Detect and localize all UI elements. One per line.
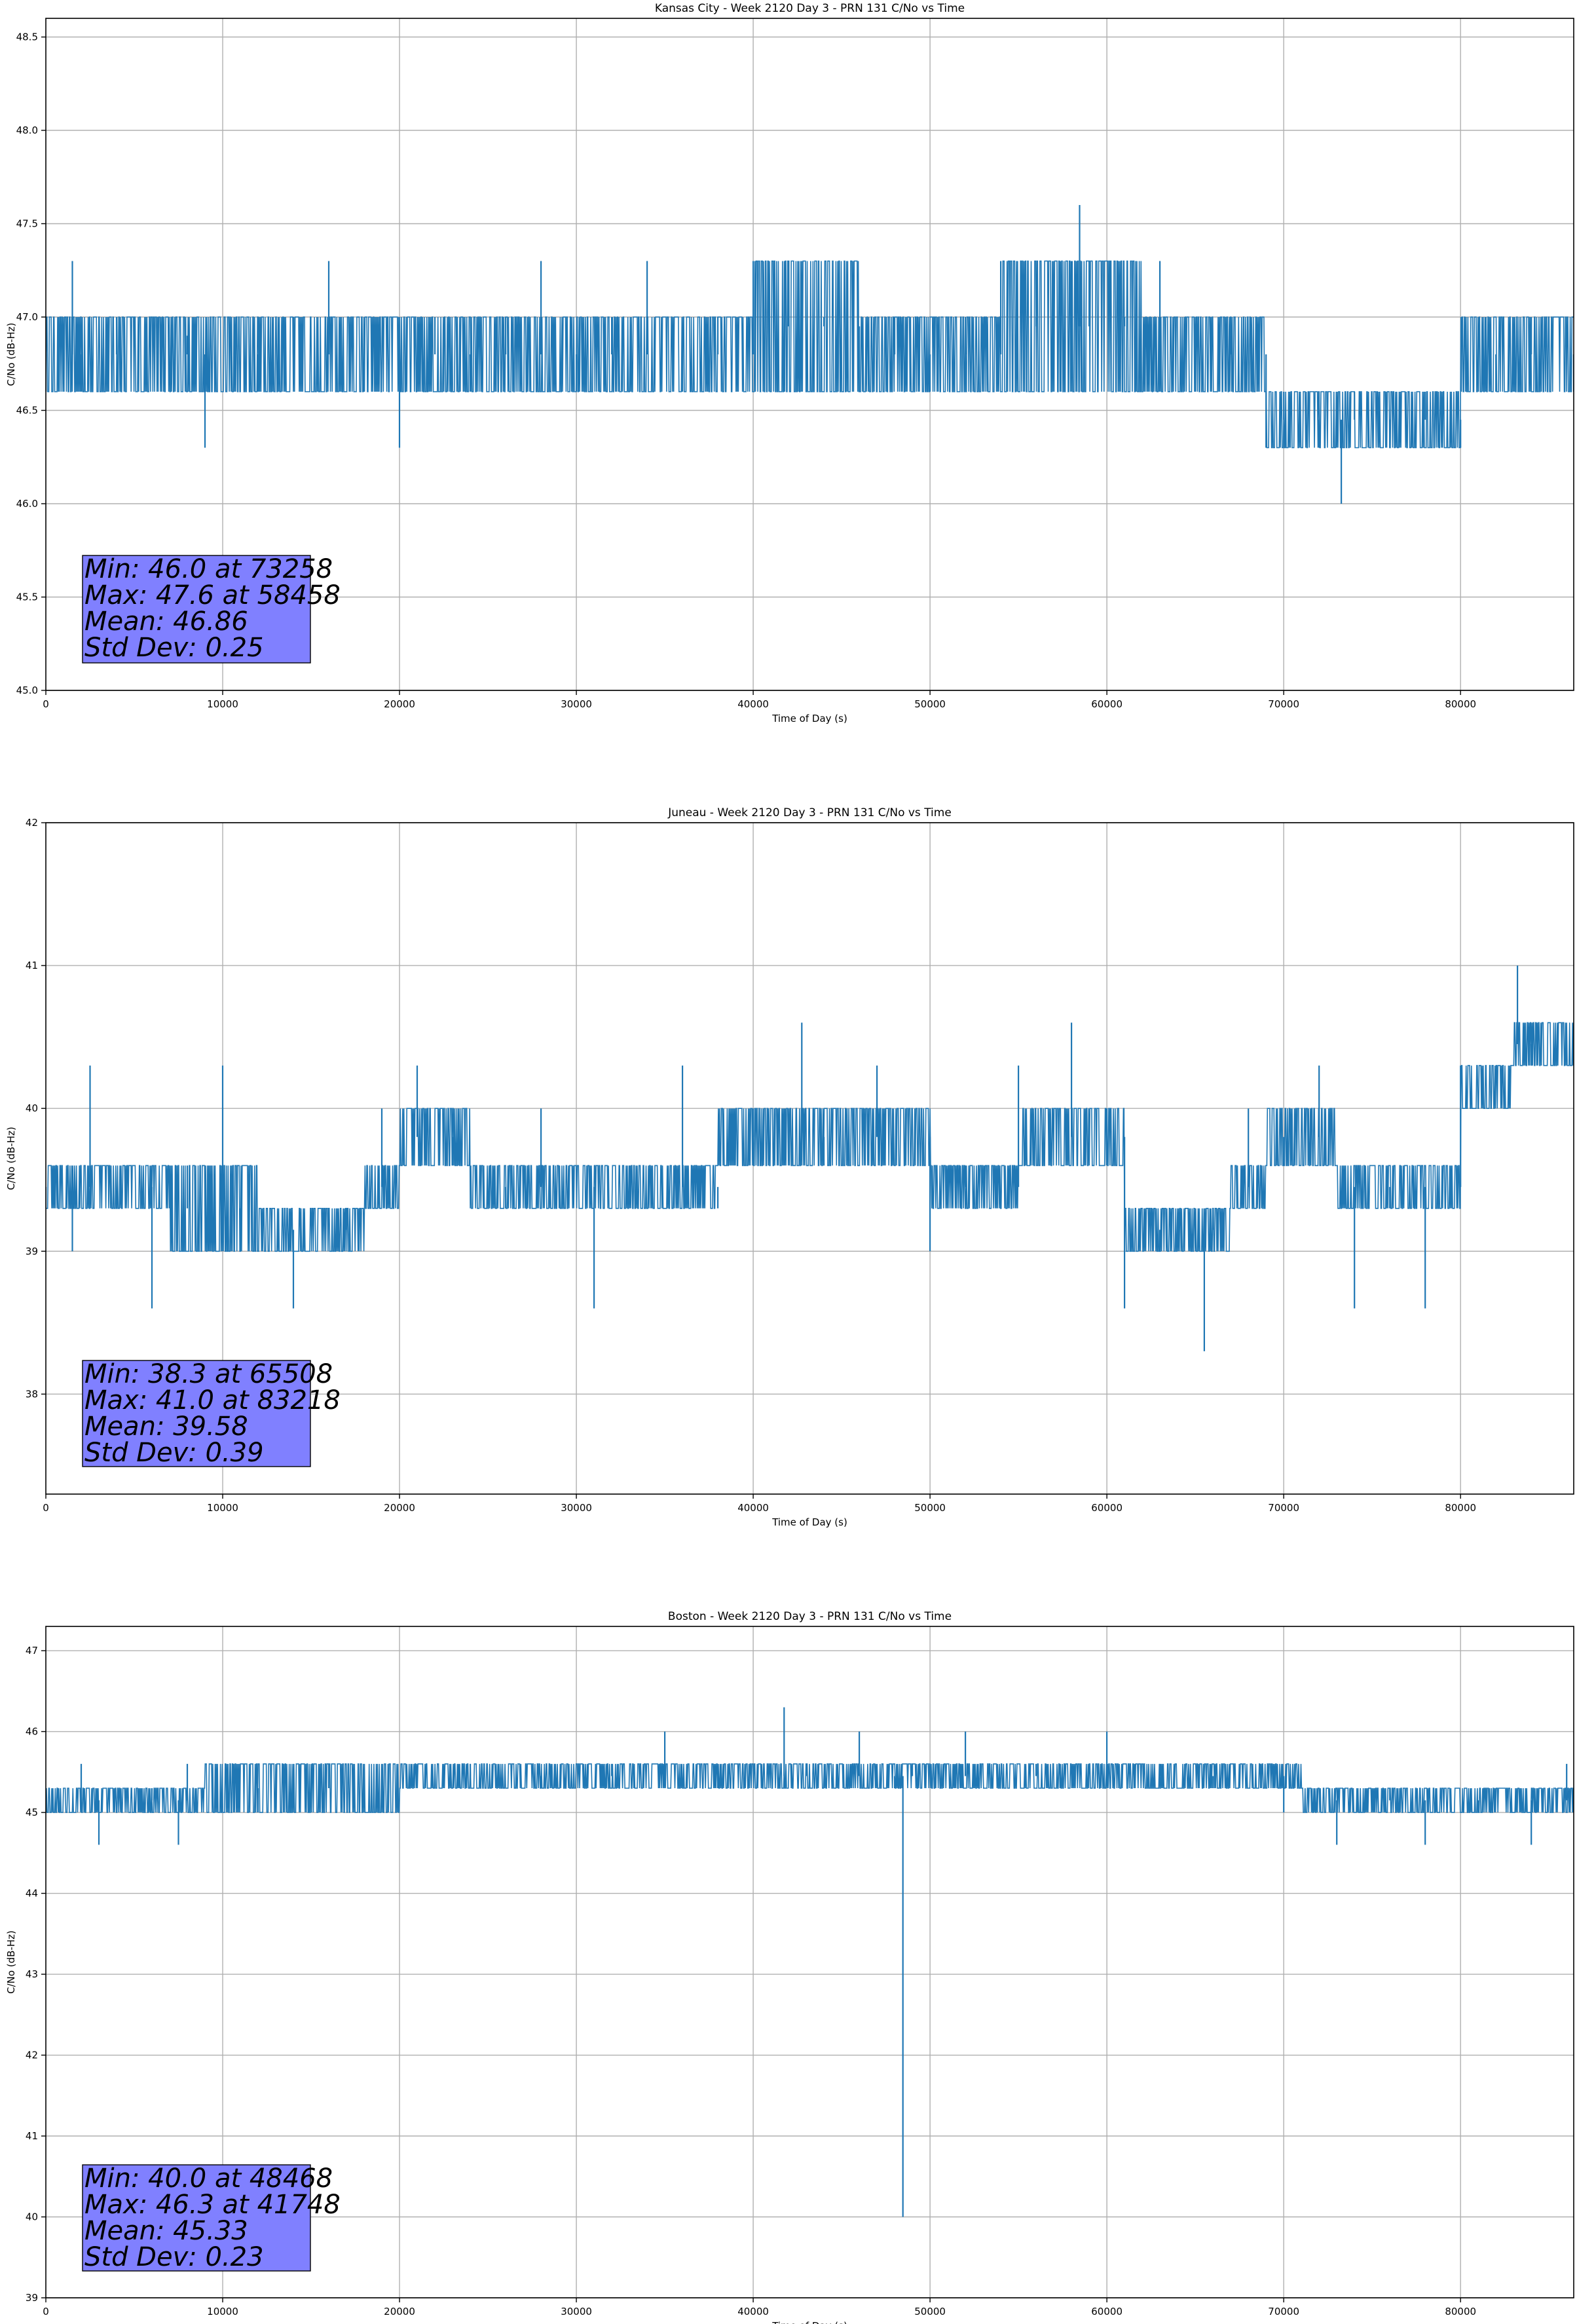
y-tick-label: 43 (26, 1968, 38, 1980)
x-tick-label: 60000 (1091, 2306, 1122, 2317)
y-axis-label: C/No (dB-Hz) (5, 1930, 17, 1994)
y-tick-label: 40 (26, 2211, 38, 2223)
y-tick-label: 44 (26, 1888, 38, 1900)
x-tick-label: 50000 (914, 1502, 946, 1514)
x-axis-label: Time of Day (s) (771, 2320, 847, 2324)
y-tick-label: 38 (26, 1388, 38, 1400)
chart-panel-2: 0 10000 20000 30000 40000 50000 60000 70000 8000… (5, 806, 1574, 1528)
x-tick-label: 40000 (737, 2306, 769, 2317)
x-tick-label: 20000 (384, 1502, 415, 1514)
y-tick-label: 42 (26, 2050, 38, 2061)
stats-line: Std Dev: 0.39 (84, 1438, 264, 1468)
x-tick-label: 70000 (1268, 1502, 1299, 1514)
x-tick-label: 40000 (737, 1502, 769, 1514)
y-tick-label: 46.0 (16, 498, 38, 510)
chart-title: Juneau - Week 2120 Day 3 - PRN 131 C/No … (667, 806, 952, 819)
chart-panel-1: 0 10000 20000 30000 40000 50000 60000 70000 8000… (5, 2, 1574, 724)
x-tick-label: 0 (43, 2306, 49, 2317)
x-tick-label: 10000 (207, 1502, 238, 1514)
series-noise-line (46, 1763, 1574, 1813)
x-tick-label: 50000 (914, 2306, 946, 2317)
y-tick-label: 46.5 (16, 405, 38, 417)
x-tick-label: 60000 (1091, 1502, 1122, 1514)
chart-title: Boston - Week 2120 Day 3 - PRN 131 C/No … (668, 1610, 952, 1623)
stats-box-background (82, 1360, 311, 1467)
stats-line: Std Dev: 0.25 (84, 633, 264, 663)
stats-line: Mean: 45.33 (84, 2216, 248, 2246)
series-noise-band (46, 965, 1574, 1352)
y-tick-label: 42 (26, 817, 38, 829)
y-tick-label: 45 (26, 1807, 38, 1818)
y-tick-label: 48.0 (16, 124, 38, 136)
stats-line: Max: 47.6 at 58458 (84, 580, 341, 610)
x-tick-label: 10000 (207, 2306, 238, 2317)
stats-line: Mean: 46.86 (84, 607, 248, 637)
x-tick-label: 60000 (1091, 698, 1122, 710)
series-line (46, 965, 1574, 1351)
stats-line: Std Dev: 0.23 (84, 2242, 264, 2272)
chart-panel-3: 0 10000 20000 30000 40000 50000 60000 70000 8000… (5, 1610, 1574, 2324)
x-tick-label: 0 (43, 1502, 49, 1514)
x-tick-label: 20000 (384, 2306, 415, 2317)
chart-title: Kansas City - Week 2120 Day 3 - PRN 131 … (655, 2, 965, 15)
stats-line: Min: 38.3 at 65508 (84, 1359, 333, 1389)
x-tick-label: 30000 (561, 1502, 592, 1514)
series-line (46, 205, 1574, 504)
series-line (46, 1707, 1574, 2217)
stats-line: Min: 40.0 at 48468 (84, 2164, 333, 2194)
x-tick-label: 30000 (561, 698, 592, 710)
y-tick-label: 40 (26, 1102, 38, 1114)
stats-box-background (82, 555, 311, 664)
stats-box-background (82, 2164, 311, 2272)
stats-line: Min: 46.0 at 73258 (84, 554, 333, 584)
series-noise-band (46, 1707, 1574, 2217)
plot-frame (45, 18, 1574, 691)
x-tick-label: 20000 (384, 698, 415, 710)
x-tick-label: 70000 (1268, 698, 1299, 710)
x-tick-label: 50000 (914, 698, 946, 710)
y-tick-label: 47.5 (16, 218, 38, 230)
y-tick-label: 47 (26, 1645, 38, 1657)
x-tick-label: 80000 (1445, 698, 1476, 710)
series-noise-line (46, 1022, 1574, 1252)
y-tick-label: 47.0 (16, 311, 38, 323)
x-tick-label: 40000 (737, 698, 769, 710)
x-tick-label: 80000 (1445, 1502, 1476, 1514)
stats-line: Mean: 39.58 (84, 1412, 248, 1442)
stats-line: Max: 41.0 at 83218 (84, 1385, 341, 1415)
y-tick-label: 39 (26, 2292, 38, 2304)
y-tick-label: 46 (26, 1726, 38, 1738)
x-axis-label: Time of Day (s) (771, 1516, 847, 1528)
x-tick-label: 0 (43, 698, 49, 710)
y-tick-label: 41 (26, 960, 38, 971)
x-tick-label: 80000 (1445, 2306, 1476, 2317)
series-noise-line (46, 260, 1574, 449)
y-axis-label: C/No (dB-Hz) (5, 1127, 17, 1190)
x-tick-label: 30000 (561, 2306, 592, 2317)
gridlines (46, 18, 1574, 691)
y-tick-label: 41 (26, 2130, 38, 2142)
plot-frame (45, 1626, 1574, 2298)
x-tick-label: 70000 (1268, 2306, 1299, 2317)
y-tick-label: 45.5 (16, 591, 38, 603)
y-tick-label: 45.0 (16, 684, 38, 696)
y-axis-label: C/No (dB-Hz) (5, 323, 17, 386)
y-tick-label: 48.5 (16, 31, 38, 43)
stats-line: Max: 46.3 at 41748 (84, 2190, 341, 2220)
plot-frame (45, 822, 1574, 1495)
y-tick-label: 39 (26, 1245, 38, 1257)
x-tick-label: 10000 (207, 698, 238, 710)
series-noise-band (46, 204, 1574, 504)
x-axis-label: Time of Day (s) (771, 713, 847, 724)
